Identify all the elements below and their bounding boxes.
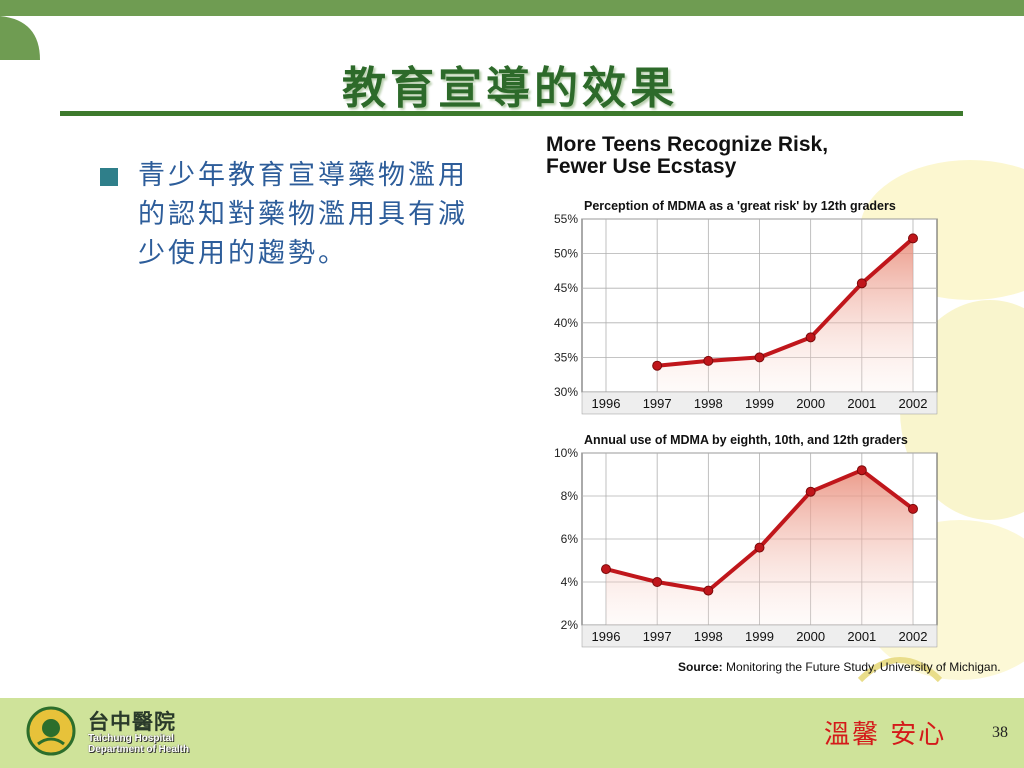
hospital-name: 台中醫院 (88, 710, 176, 734)
bullet-square-icon (100, 168, 118, 186)
bullet-text: 青少年教育宣導藥物濫用的認知對藥物濫用具有減少使用的趨勢。 (138, 160, 468, 269)
hospital-subtitle-line2: Department of Health (88, 744, 190, 755)
chart-annual-use: Annual use of MDMA by eighth, 10th, and … (554, 433, 938, 648)
slide-title: 教育宣導的效果 (342, 63, 678, 114)
data-point (805, 332, 816, 343)
hospital-subtitle-line1: Taichung Hospital (88, 733, 174, 744)
footer-band (0, 698, 1024, 768)
charts-svg: Perception of MDMA as a 'great risk' by … (554, 199, 938, 648)
chart-heading-line2: Fewer Use Ecstasy (546, 155, 737, 178)
x-tick-label: 2002 (899, 629, 928, 644)
data-point (601, 564, 611, 575)
data-point (754, 542, 765, 553)
data-point (703, 585, 714, 596)
chart-heading-line1: More Teens Recognize Risk, (546, 133, 829, 156)
hospital-subtitle: Taichung Hospital Department of Health (88, 733, 189, 755)
x-tick-label: 1998 (694, 629, 723, 644)
x-tick-label: 2001 (847, 396, 876, 411)
bullet-point: 青少年教育宣導藥物濫用的認知對藥物濫用具有減少使用的趨勢。 (100, 156, 497, 273)
x-tick-label: 2000 (796, 396, 825, 411)
y-tick-label: 8% (561, 489, 579, 503)
page-number: 38 (992, 724, 1008, 741)
x-tick-label: 1997 (643, 629, 672, 644)
data-point (908, 503, 918, 514)
y-tick-label: 30% (554, 385, 578, 399)
data-point (856, 278, 867, 289)
x-tick-label: 1999 (745, 629, 774, 644)
data-point (805, 486, 816, 497)
y-tick-label: 6% (561, 532, 579, 546)
y-tick-label: 35% (554, 350, 578, 364)
data-point (652, 360, 663, 371)
x-tick-label: 1999 (745, 396, 774, 411)
y-tick-label: 40% (554, 316, 578, 330)
x-tick-label: 2002 (899, 396, 928, 411)
data-point (908, 233, 918, 244)
series-area (657, 238, 913, 392)
chart-heading: More Teens Recognize Risk, Fewer Use Ecs… (546, 134, 936, 178)
top-curve-decoration (0, 0, 1024, 60)
source-text: Monitoring the Future Study, University … (726, 660, 1001, 674)
chart-subtitle: Perception of MDMA as a 'great risk' by … (584, 199, 896, 213)
data-point (652, 577, 663, 587)
chart-risk-perception: Perception of MDMA as a 'great risk' by … (554, 199, 938, 415)
slogan: 溫馨 安心 (824, 714, 946, 751)
data-point (754, 352, 765, 363)
source-label: Source: (678, 660, 723, 674)
y-tick-label: 55% (554, 212, 578, 226)
y-tick-label: 45% (554, 281, 578, 295)
x-tick-label: 1996 (592, 629, 621, 644)
x-tick-label: 2001 (847, 629, 876, 644)
slogan-word-2: 安心 (890, 720, 947, 750)
chart-source: Source: Monitoring the Future Study, Uni… (678, 660, 1001, 674)
chart-subtitle: Annual use of MDMA by eighth, 10th, and … (584, 433, 908, 447)
x-tick-label: 1997 (643, 396, 672, 411)
y-tick-label: 50% (554, 247, 578, 261)
title-underline (60, 111, 963, 116)
x-tick-label: 2000 (796, 629, 825, 644)
y-tick-label: 4% (561, 575, 579, 589)
y-tick-label: 10% (554, 446, 578, 460)
data-point (856, 465, 867, 476)
hospital-logo-icon (26, 706, 76, 756)
y-tick-label: 2% (561, 618, 579, 632)
data-point (703, 355, 714, 366)
x-tick-label: 1998 (694, 396, 723, 411)
x-tick-label: 1996 (592, 396, 621, 411)
slogan-word-1: 溫馨 (824, 720, 881, 750)
series-line (656, 236, 915, 368)
